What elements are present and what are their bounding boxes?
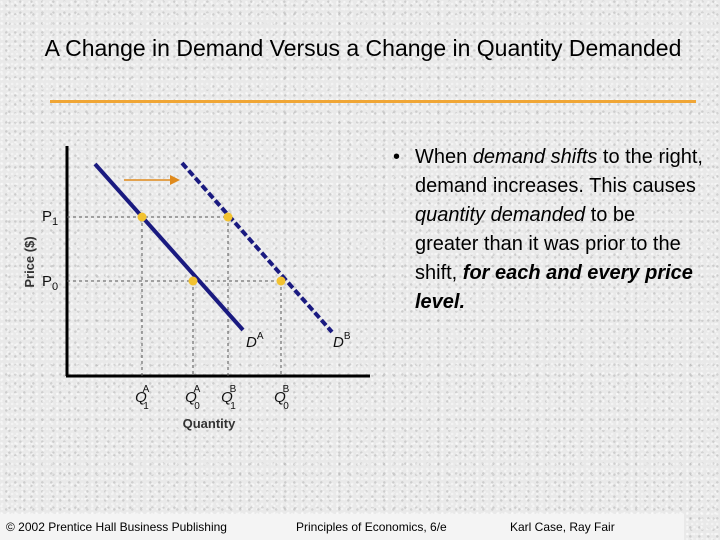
bullet-text: When demand shifts to the right, demand … [415, 143, 703, 317]
bullet-text-part-3: to be greater than it was prior to the s… [415, 204, 681, 284]
shift-arrow-icon [170, 175, 180, 185]
curve-label-da: DA [246, 331, 264, 351]
price-label-p0: P0 [42, 273, 58, 293]
quantity-sub-q1a: 1 [143, 401, 149, 412]
bullet-text-part-2: to the right, demand increases. This cau… [415, 146, 703, 197]
quantity-sup-q0b: B [283, 384, 290, 395]
point-a-p0 [188, 276, 198, 286]
quantity-main-q0b: Q [274, 389, 286, 406]
quantity-sup-q0a: A [194, 384, 201, 395]
title-underline [50, 100, 696, 103]
quantity-sub-q0b: 0 [283, 401, 289, 412]
footer-book-title: Principles of Economics, 6/e [296, 520, 447, 534]
quantity-main-q0a: Q [185, 389, 197, 406]
point-a-p1 [137, 212, 147, 222]
price-label-p1: P1 [42, 208, 58, 228]
quantity-main-q1b: Q [221, 389, 233, 406]
footer: © 2002 Prentice Hall Business Publishing… [0, 514, 684, 540]
quantity-sup-q1a: A [143, 384, 150, 395]
bullet-marker: • [393, 146, 401, 168]
quantity-sup-q1b: B [230, 384, 237, 395]
bullet-point: • When demand shifts to the right, deman… [393, 143, 703, 317]
bullet-text-part-1: When [415, 146, 473, 168]
bullet-emphasis-quantity-demanded: quantity demanded [415, 204, 586, 226]
slide-title: A Change in Demand Versus a Change in Qu… [44, 35, 682, 61]
bullet-emphasis-every-price: for each and every price level. [415, 262, 693, 313]
demand-curve-a [93, 162, 245, 332]
footer-copyright: © 2002 Prentice Hall Business Publishing [6, 520, 227, 534]
point-b-p0 [276, 276, 286, 286]
curve-label-db: DB [333, 331, 351, 351]
x-axis-label: Quantity [183, 416, 236, 431]
point-b-p1 [223, 212, 233, 222]
bullet-emphasis-demand-shifts: demand shifts [472, 146, 598, 168]
footer-authors: Karl Case, Ray Fair [510, 520, 615, 534]
quantity-main-q1a: Q [135, 389, 147, 406]
quantity-sub-q0a: 0 [194, 401, 200, 412]
quantity-sub-q1b: 1 [230, 401, 236, 412]
demand-curve-b [180, 161, 334, 334]
y-axis-label: Price ($) [22, 236, 37, 287]
